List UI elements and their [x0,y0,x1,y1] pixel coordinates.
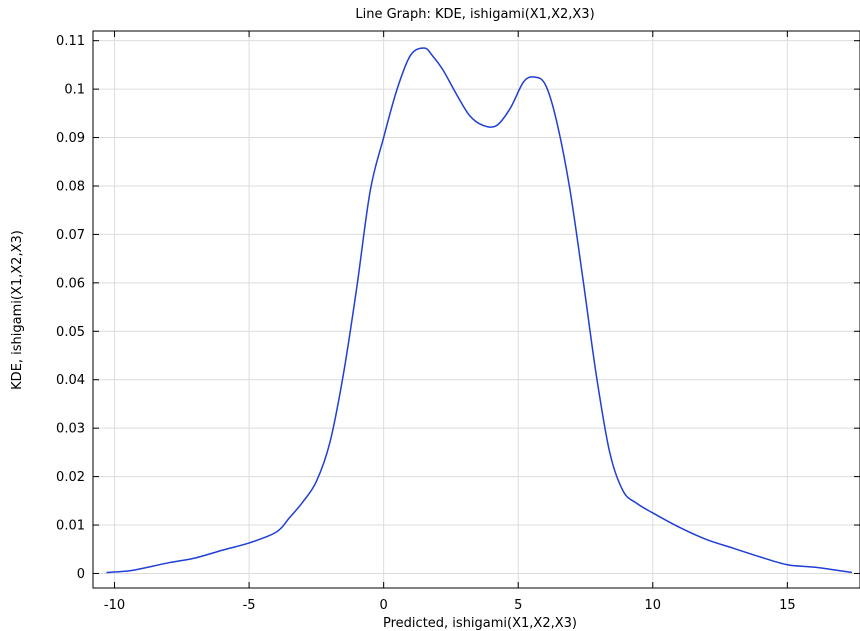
y-tick-label: 0.04 [56,373,85,388]
grid-lines [93,31,860,588]
y-tick-label: 0.08 [56,179,85,194]
x-tick-label: 0 [380,598,388,613]
y-tick-label: 0.07 [56,228,85,243]
kde-series-line [106,47,853,574]
y-tick-label: 0.05 [56,325,85,340]
y-tick-label: 0.1 [64,83,85,98]
y-tick-label: 0 [77,567,85,582]
x-tick-label: -5 [243,598,256,613]
series-group [106,47,853,574]
x-axis: -10 -5 0 5 10 15 [104,31,796,613]
y-axis-title: KDE, ishigami(X1,X2,X3) [10,230,25,390]
y-tick-label: 0.09 [56,131,85,146]
y-tick-label: 0.03 [56,422,85,437]
x-tick-label: 5 [514,598,522,613]
x-tick-label: 10 [645,598,662,613]
y-axis: 0 0.01 0.02 0.03 0.04 0.05 0.06 0.07 0.08 0.09 0.1… [56,34,860,582]
y-tick-label: 0.11 [56,34,85,49]
x-tick-label: 15 [779,598,796,613]
chart-title: Line Graph: KDE, ishigami(X1,X2,X3) [355,7,594,22]
x-tick-label: -10 [104,598,125,613]
x-axis-title: Predicted, ishigami(X1,X2,X3) [383,616,577,631]
y-tick-label: 0.02 [56,470,85,485]
y-tick-label: 0.01 [56,519,85,534]
plot-frame [92,30,860,589]
y-tick-label: 0.06 [56,276,85,291]
